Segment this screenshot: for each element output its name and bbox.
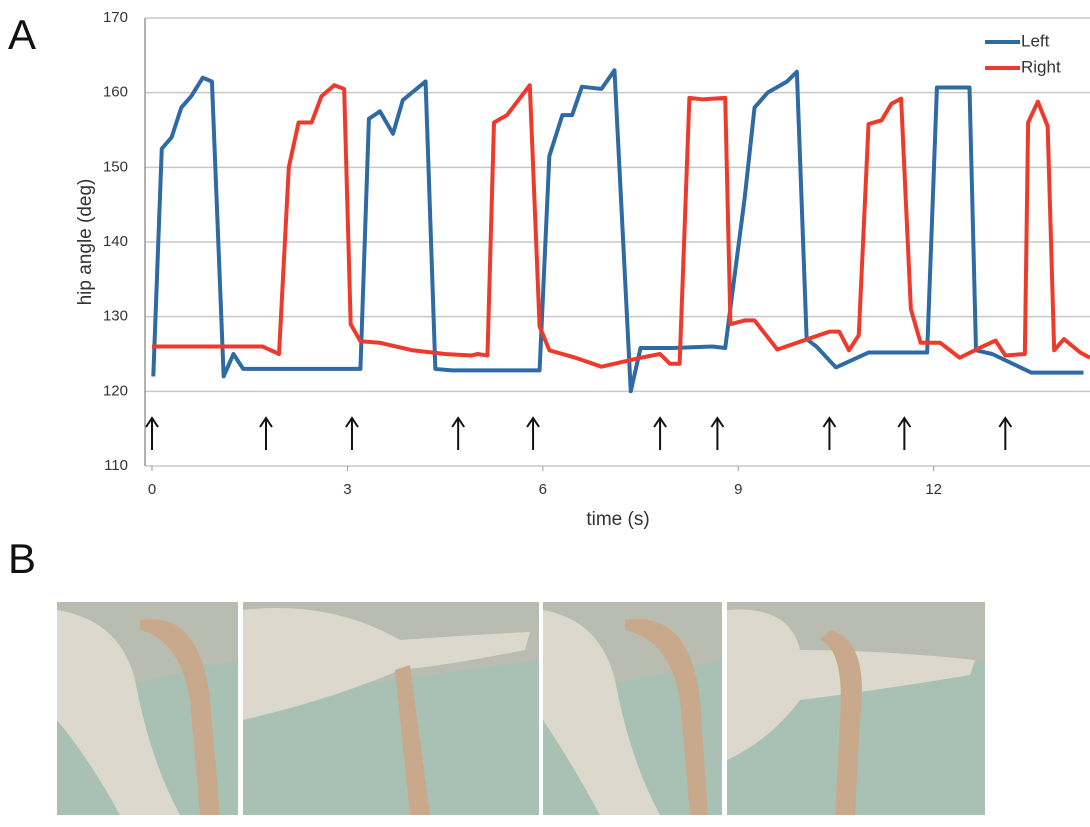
legend-label: Left: [1021, 31, 1050, 50]
y-tick-label: 120: [103, 382, 128, 399]
y-axis-label: hip angle (deg): [75, 179, 96, 306]
x-axis-label: time (s): [586, 509, 649, 530]
x-tick-label: 12: [925, 481, 942, 498]
y-tick-label: 130: [103, 308, 128, 325]
arrow-marker: [653, 416, 667, 450]
y-tick-label: 170: [103, 9, 128, 26]
photo-tail: [395, 665, 430, 815]
photo-subject: [243, 608, 530, 720]
y-tick-label: 110: [104, 457, 128, 474]
x-tick-label: 6: [539, 481, 547, 498]
arrow-marker: [710, 416, 725, 450]
arrow-marker: [345, 416, 359, 450]
x-tick-label: 3: [343, 481, 351, 498]
arrow-marker: [998, 416, 1013, 450]
photos: [57, 602, 985, 815]
data-line: [151, 68, 1084, 394]
y-tick-label: 160: [103, 84, 128, 101]
photo-subject: [57, 610, 180, 815]
panel-label: B: [8, 535, 36, 582]
x-tick-label: 0: [148, 481, 156, 498]
legend-label: Right: [1021, 57, 1061, 76]
y-tick-label: 140: [103, 233, 128, 250]
y-tick-label: 150: [103, 158, 128, 175]
panel-label: A: [8, 11, 36, 58]
arrow-marker: [526, 416, 540, 450]
photo-tail: [820, 630, 862, 815]
arrow-marker: [897, 416, 912, 450]
x-tick-label: 9: [734, 481, 742, 498]
data-line: [152, 83, 1090, 369]
arrow-marker: [822, 416, 837, 450]
photo-tail: [140, 619, 220, 815]
photo-tail: [625, 619, 708, 815]
arrow-marker: [259, 416, 273, 450]
arrow-marker: [145, 416, 159, 450]
photo-subject: [543, 610, 660, 815]
arrow-marker: [451, 416, 465, 450]
